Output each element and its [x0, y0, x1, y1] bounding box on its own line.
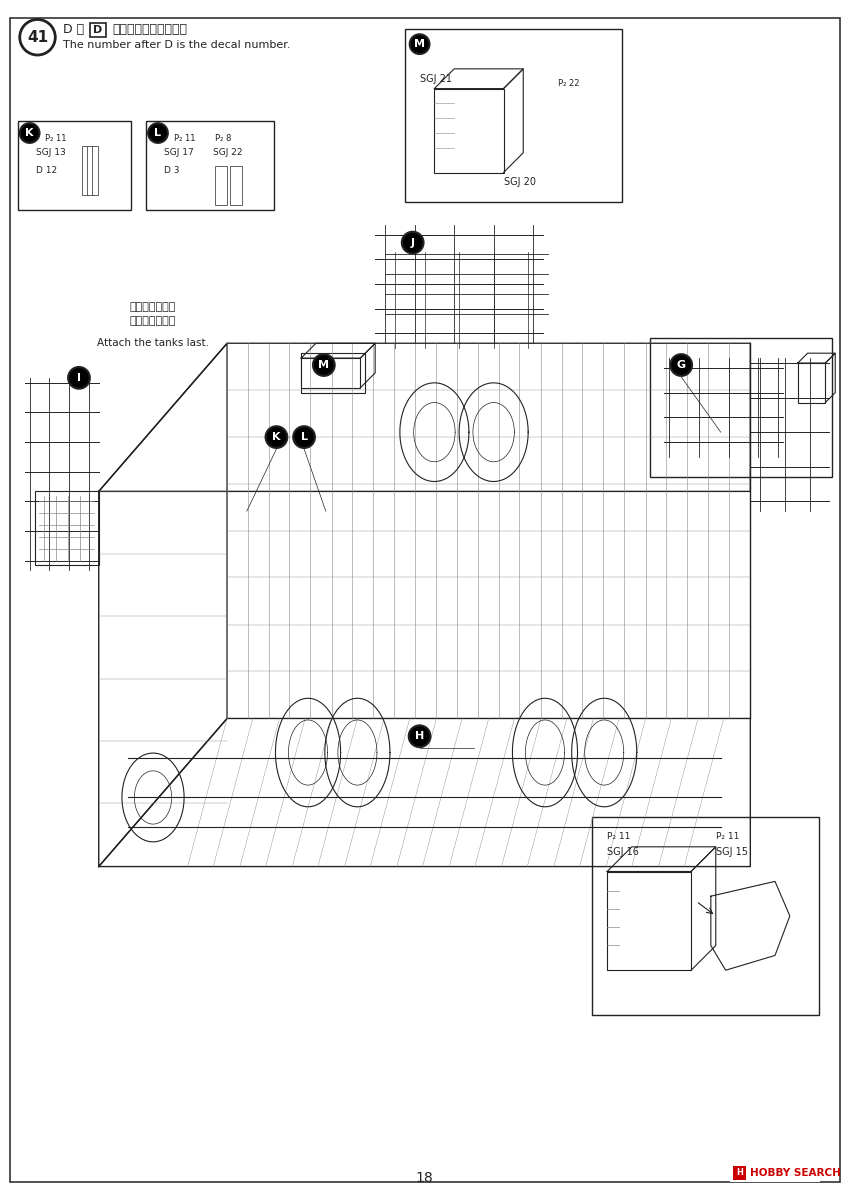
Circle shape: [148, 124, 168, 143]
Text: Attach the tanks last.: Attach the tanks last.: [97, 338, 209, 348]
Bar: [301, 358, 361, 388]
Text: L: L: [300, 432, 307, 442]
Text: H: H: [736, 1168, 743, 1177]
Circle shape: [265, 426, 288, 448]
Text: D 3: D 3: [164, 166, 179, 175]
Text: M: M: [414, 40, 425, 49]
Text: G: G: [677, 360, 685, 370]
Circle shape: [409, 725, 430, 748]
Circle shape: [671, 354, 692, 376]
Text: K: K: [272, 432, 281, 442]
Text: SGJ 17: SGJ 17: [164, 149, 194, 157]
Text: M: M: [319, 360, 329, 370]
Text: デカールの番号です。: デカールの番号です。: [113, 23, 188, 36]
Circle shape: [20, 19, 55, 55]
Text: L: L: [154, 128, 162, 138]
Bar: [87, 146, 93, 196]
Text: D は: D は: [63, 23, 84, 36]
Text: P₂ 11: P₂ 11: [607, 833, 630, 841]
Text: 18: 18: [416, 1170, 433, 1184]
Bar: [592, 817, 820, 1015]
Bar: [405, 29, 622, 202]
Bar: [733, 1165, 746, 1180]
Circle shape: [20, 124, 40, 143]
Text: SGJ 16: SGJ 16: [607, 847, 639, 857]
Text: SGJ 20: SGJ 20: [504, 178, 536, 187]
Bar: [215, 166, 227, 205]
Text: HOBBY SEARCH: HOBBY SEARCH: [750, 1168, 841, 1177]
Text: SGJ 22: SGJ 22: [214, 149, 243, 157]
Text: タンクは最後に
取り付けます。: タンクは最後に 取り付けます。: [130, 301, 177, 325]
Text: P₂ 8: P₂ 8: [215, 134, 232, 144]
Bar: [301, 353, 365, 392]
Text: D 12: D 12: [35, 166, 57, 175]
Circle shape: [294, 426, 315, 448]
Text: I: I: [77, 373, 81, 383]
Text: SGJ 21: SGJ 21: [419, 73, 451, 84]
Circle shape: [313, 354, 335, 376]
Bar: [798, 364, 826, 402]
Circle shape: [410, 35, 430, 54]
Bar: [435, 89, 504, 173]
Text: H: H: [415, 731, 424, 742]
Bar: [34, 491, 99, 565]
Circle shape: [402, 232, 424, 253]
Text: The number after D is the decal number.: The number after D is the decal number.: [63, 40, 291, 50]
Text: P₂ 22: P₂ 22: [558, 79, 579, 88]
FancyBboxPatch shape: [729, 1163, 821, 1182]
Bar: [650, 338, 833, 476]
Bar: [230, 166, 242, 205]
Text: D: D: [93, 25, 102, 35]
Circle shape: [68, 367, 90, 389]
FancyBboxPatch shape: [90, 24, 106, 37]
Text: SGJ 13: SGJ 13: [35, 149, 65, 157]
Text: P₂ 11: P₂ 11: [174, 134, 195, 144]
Bar: [92, 146, 98, 196]
Text: 41: 41: [27, 30, 48, 44]
Text: P₂ 11: P₂ 11: [715, 833, 739, 841]
Bar: [82, 146, 88, 196]
Text: SGJ 15: SGJ 15: [715, 847, 747, 857]
Bar: [607, 871, 691, 971]
Text: P₂ 11: P₂ 11: [46, 134, 67, 144]
Bar: [146, 121, 275, 210]
Bar: [18, 121, 132, 210]
Text: J: J: [411, 238, 415, 247]
Text: K: K: [25, 128, 34, 138]
